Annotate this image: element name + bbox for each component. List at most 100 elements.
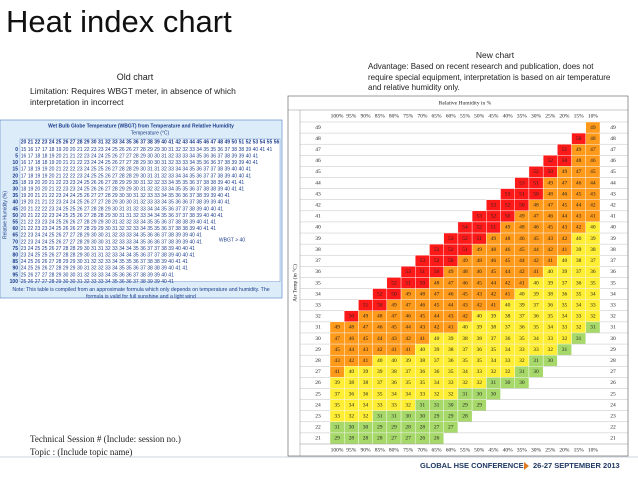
temperature-header: 45 xyxy=(196,139,202,145)
wbgt-value: 37 xyxy=(217,154,223,160)
heat-value: 52 xyxy=(491,214,497,220)
temperature-footer: 24 xyxy=(610,402,616,408)
heat-value: 43 xyxy=(548,236,554,242)
heat-value: 34 xyxy=(533,336,539,342)
wbgt-value: 31 xyxy=(168,147,174,153)
wbgt-value: 27 xyxy=(91,193,97,199)
wbgt-value: 22 xyxy=(28,226,34,232)
heat-value: 52 xyxy=(476,225,482,231)
wbgt-value: 36 xyxy=(140,253,146,259)
wbgt-value: 20 xyxy=(28,200,34,206)
temperature-footer: 36 xyxy=(610,269,616,275)
wbgt-value: 39 xyxy=(154,272,160,278)
wbgt-value: 39 xyxy=(210,193,216,199)
heat-value: 42 xyxy=(434,325,440,331)
temperature-header: 41 xyxy=(315,214,321,220)
wbgt-value: 30 xyxy=(91,233,97,239)
wbgt-value: 24 xyxy=(21,259,27,265)
heat-value: 33 xyxy=(505,358,511,364)
wbgt-value: 39 xyxy=(147,279,153,285)
humidity-header: 20% xyxy=(559,113,570,119)
wbgt-value: 31 xyxy=(126,206,132,212)
wbgt-value: 34 xyxy=(175,167,181,173)
wbgt-value: 40 xyxy=(225,187,231,193)
heat-value: 29 xyxy=(476,402,482,408)
heat-value: 46 xyxy=(377,325,383,331)
wbgt-value: 23 xyxy=(49,213,55,219)
wbgt-value: 26 xyxy=(84,193,90,199)
wbgt-value: 26 xyxy=(77,206,83,212)
wbgt-value: 32 xyxy=(91,259,97,265)
temperature-header: 42 xyxy=(315,203,321,209)
wbgt-value: 31 xyxy=(119,206,125,212)
temperature-footer: 38 xyxy=(610,247,616,253)
heat-value: 46 xyxy=(476,269,482,275)
arrow-icon xyxy=(524,462,529,470)
wbgt-value: 37 xyxy=(196,180,202,186)
wbgt-value: 41 xyxy=(175,266,181,272)
wbgt-value: 25 xyxy=(70,206,76,212)
heat-value: 33 xyxy=(334,414,340,420)
heat-value: 36 xyxy=(519,325,525,331)
heat-value: 48 xyxy=(533,203,539,209)
wbgt-value: 19 xyxy=(35,173,41,179)
wbgt-value: 36 xyxy=(203,160,209,166)
wbgt-value: 23 xyxy=(77,173,83,179)
heat-value: 34 xyxy=(363,402,369,408)
wbgt-value: 32 xyxy=(168,154,174,160)
wbgt-value: 29 xyxy=(140,160,146,166)
heat-value: 51 xyxy=(491,225,497,231)
wbgt-value: 31 xyxy=(154,167,160,173)
heat-value: 31 xyxy=(590,325,596,331)
wbgt-value: 40 xyxy=(196,220,202,226)
temperature-header: 47 xyxy=(210,139,216,145)
wbgt-value: 29 xyxy=(133,167,139,173)
heat-value: 34 xyxy=(576,302,582,308)
wbgt-value: 25 xyxy=(21,272,27,278)
wbgt-value: 32 xyxy=(147,187,153,193)
old-chart-heading: Old chart xyxy=(116,72,154,82)
heat-value: 39 xyxy=(576,247,582,253)
wbgt-value: 28 xyxy=(98,213,104,219)
heat-value: 40 xyxy=(349,369,355,375)
humidity-header: 90 xyxy=(12,266,18,272)
wbgt-value: 39 xyxy=(203,193,209,199)
wbgt-value: 27 xyxy=(119,160,125,166)
wbgt-value: 30 xyxy=(147,154,153,160)
heat-value: 33 xyxy=(533,347,539,353)
wbgt-value: 32 xyxy=(168,160,174,166)
wbgt-value: 19 xyxy=(28,180,34,186)
wbgt-value: 40 xyxy=(175,253,181,259)
wbgt-value: 29 xyxy=(84,239,90,245)
temperature-header: 26 xyxy=(315,380,321,386)
wbgt-value: 33 xyxy=(112,246,118,252)
heat-value: 36 xyxy=(448,358,454,364)
heat-value: 32 xyxy=(434,391,440,397)
wbgt-value: 41 xyxy=(253,154,259,160)
wbgt-value: 29 xyxy=(91,220,97,226)
heat-value: 46 xyxy=(576,180,582,186)
temperature-header: 44 xyxy=(315,180,321,186)
humidity-footer: 70% xyxy=(417,447,428,453)
wbgt-value: 24 xyxy=(98,154,104,160)
wbgt-value: 37 xyxy=(175,213,181,219)
heat-value: 29 xyxy=(391,425,397,431)
wbgt-value: 29 xyxy=(112,193,118,199)
wbgt-value: 33 xyxy=(133,226,139,232)
wbgt-value: 33 xyxy=(126,233,132,239)
wbgt-value: 19 xyxy=(21,193,27,199)
heat-value: 50 xyxy=(377,302,383,308)
heat-value: 33 xyxy=(548,336,554,342)
heat-value: 37 xyxy=(334,391,340,397)
heat-value: 32 xyxy=(448,391,454,397)
temperature-header: 48 xyxy=(217,139,223,145)
wbgt-value: 31 xyxy=(161,154,167,160)
heat-value: 52 xyxy=(533,169,539,175)
heat-value: 37 xyxy=(405,369,411,375)
heat-value: 30 xyxy=(491,391,497,397)
heat-value: 43 xyxy=(363,347,369,353)
wbgt-value: 18 xyxy=(35,160,41,166)
wbgt-value: 27 xyxy=(119,154,125,160)
temperature-header: 40 xyxy=(161,139,167,145)
wbgt-value: 22 xyxy=(77,154,83,160)
